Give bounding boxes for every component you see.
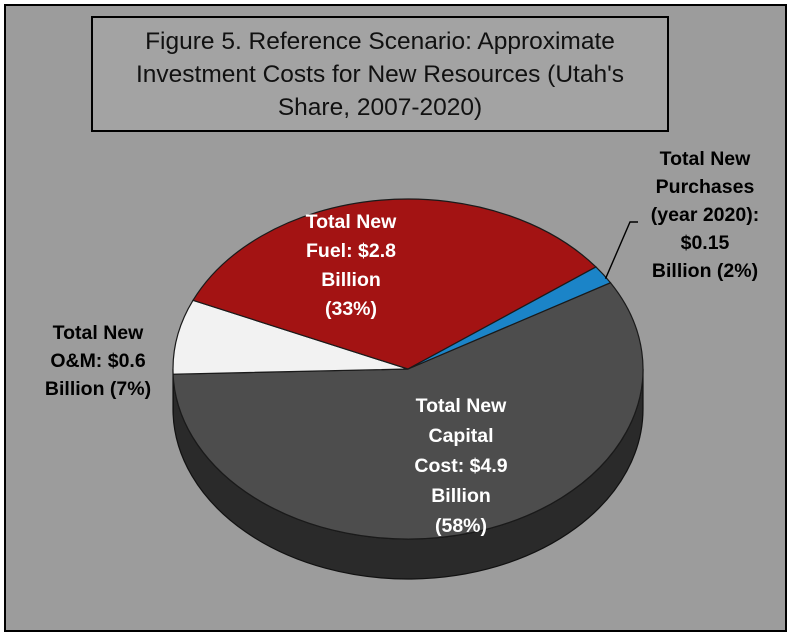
pie-slice-total-new-fuel [192,198,597,370]
slice-label-line: Billion [431,485,491,507]
slice-label-line: Total New [53,322,144,344]
chart-title-line: Share, 2007-2020) [277,93,483,121]
slice-label-line: Cost: $4.9 [414,455,507,477]
slice-label-line: Capital [428,425,493,447]
chart-frame: Total New Capital Cost: $4.9 Billion (58%) To… [4,4,787,632]
chart-title-line: Investment Costs for New Resources (Utah… [135,60,625,88]
slice-label-line: Total New [416,395,507,417]
slice-label-line: Billion [321,269,381,291]
slice-label-line: (year 2020): [651,204,759,226]
slice-label-total-new-o-m: Total New O&M: $0.6 Billion (7%) [45,322,151,400]
pie-slice-total-new-capital-cost [172,281,644,540]
slice-label-total-new-capital-cost: Total New Capital Cost: $4.9 Billion (58%) [414,395,507,537]
slice-label-line: (58%) [435,515,487,537]
pie-chart: Total New Capital Cost: $4.9 Billion (58%)To… [45,148,759,580]
slice-label-line: Total New [306,211,397,233]
chart-title-line: Figure 5. Reference Scenario: Approximat… [145,27,615,55]
slice-label-total-new-fuel: Total New Fuel: $2.8 Billion (33%) [306,211,397,320]
slice-label-line: $0.15 [681,232,730,254]
slice-label-line: O&M: $0.6 [50,350,146,372]
pie-slices [172,198,644,540]
slice-label-line: Fuel: $2.8 [306,240,396,262]
pie-slice-total-new-o-m [172,299,409,375]
chart-title: Figure 5. Reference Scenario: Approximat… [130,25,630,124]
slice-label-line: (33%) [325,298,377,320]
purchases-leader-line [604,221,638,279]
slice-label-total-new-purchases-year-2020-: Total New Purchases (year 2020): $0.15 Billi… [651,148,759,282]
slice-label-line: Purchases [656,176,755,198]
chart-title-box: Figure 5. Reference Scenario: Approximat… [91,16,669,132]
pie-slice-total-new-purchases-year-2020- [407,266,612,370]
slice-label-line: Billion (7%) [45,378,151,400]
slice-label-line: Total New [660,148,751,170]
slice-label-line: Billion (2%) [652,260,758,282]
